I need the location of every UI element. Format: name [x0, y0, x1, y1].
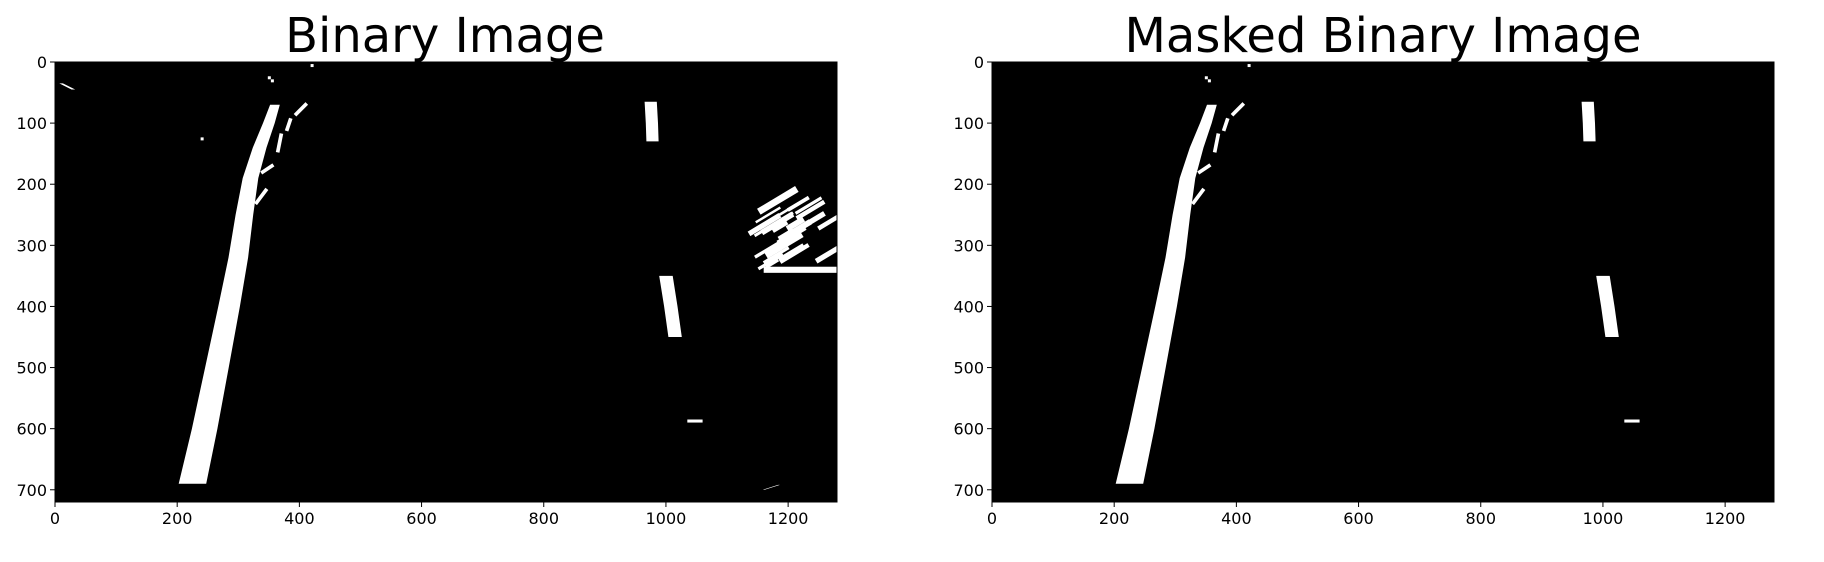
binary-image-y-tick-label: 300 — [16, 236, 47, 255]
binary-image-top-center-noise-dot — [267, 76, 271, 80]
binary-image-panel: Binary Image 0 200 400 600 800 1000 1200 0 100 20… — [16, 8, 838, 528]
binary-image-right-lane-fleck — [687, 419, 703, 423]
binary-image-x-tick-label: 400 — [284, 509, 315, 528]
masked-binary-image-axes: 0 200 400 600 800 1000 1200 0 100 200 300 400 500 600… — [953, 53, 1775, 528]
masked-binary-image-top-center-noise-dot — [1204, 76, 1208, 80]
masked-binary-image-y-tick-label: 100 — [953, 114, 984, 133]
binary-image-right-shadow-noise-streak — [777, 243, 805, 262]
masked-binary-image-panel: Masked Binary Image 0 200 400 600 800 1000 120… — [953, 8, 1775, 528]
masked-binary-image-y-tick-label: 0 — [974, 53, 984, 72]
binary-image-right-shadow-noise-streak — [788, 223, 807, 239]
masked-binary-image-x-tick-label: 600 — [1343, 509, 1374, 528]
binary-image-x-tick-label: 600 — [406, 509, 437, 528]
binary-image-left-lane-dashes-upper-dash — [254, 187, 269, 206]
binary-image-right-shadow-noise-streak — [794, 196, 823, 215]
binary-image-right-shadow-noise-streak — [785, 216, 806, 232]
binary-image-y-tick-label: 0 — [37, 53, 47, 72]
binary-image-right-shadow-noise-streak — [779, 243, 810, 264]
binary-image-title: Binary Image — [285, 8, 605, 64]
masked-binary-image-left-lane-dashes-upper-dash — [1212, 133, 1221, 153]
binary-image-right-shadow-noise-streak — [757, 185, 799, 215]
masked-binary-image-left-lane-line — [1115, 104, 1217, 484]
masked-binary-image-x-tick-label: 200 — [1099, 509, 1130, 528]
binary-image-y-tick-label: 600 — [16, 420, 47, 439]
binary-image-axes-frame — [54, 61, 838, 503]
binary-image-bottom-right-fleck — [762, 484, 780, 490]
binary-image-top-left-noise — [59, 83, 76, 90]
binary-image-x-tick-label: 200 — [162, 509, 193, 528]
binary-image-right-shadow-noise-streak — [814, 245, 837, 264]
masked-binary-image-x-tick-label: 400 — [1221, 509, 1252, 528]
binary-image-x-tick-label: 1000 — [646, 509, 687, 528]
binary-image-right-shadow-noise-streak — [755, 206, 781, 224]
masked-binary-image-image-area — [992, 62, 1774, 502]
binary-image-image-area — [55, 62, 837, 502]
masked-binary-image-x-tick-label: 0 — [987, 509, 997, 528]
masked-binary-image-x-tick-label: 1000 — [1583, 509, 1624, 528]
masked-binary-image-right-lane-segment-middle — [1596, 275, 1619, 337]
masked-binary-image-right-lane-segment-top — [1581, 101, 1596, 142]
binary-image-y-tick-label: 200 — [16, 175, 47, 194]
binary-image-right-shadow-noise-streak — [795, 199, 826, 221]
binary-image-right-shadow-noise-streak — [770, 218, 789, 233]
binary-image-right-shadow-bar — [763, 266, 837, 273]
masked-binary-image-left-lane-dashes-upper-dash — [1221, 117, 1230, 132]
binary-image-right-lane-segment-top — [644, 101, 659, 142]
binary-image-right-shadow-noise-streak — [762, 246, 790, 265]
masked-binary-image-y-tick-label: 400 — [953, 297, 984, 316]
binary-image-top-center-noise-dot — [270, 79, 274, 83]
binary-image-top-center-noise-dot — [200, 137, 204, 141]
masked-binary-image-axes-frame — [991, 61, 1775, 503]
binary-image-y-tick-label: 400 — [16, 297, 47, 316]
binary-image-x-tick-label: 800 — [528, 509, 559, 528]
masked-binary-image-right-lane-fleck — [1624, 419, 1640, 423]
binary-image-y-tick-label: 100 — [16, 114, 47, 133]
binary-image-left-lane-dashes-upper-dash — [275, 133, 284, 153]
binary-image-right-shadow-noise-streak — [764, 231, 804, 259]
binary-image-x-tick-label: 0 — [50, 509, 60, 528]
binary-image-pixels — [59, 64, 837, 490]
binary-image-left-lane-line — [178, 104, 280, 484]
masked-binary-image-title: Masked Binary Image — [1124, 8, 1641, 64]
masked-binary-image-y-tick-label: 600 — [953, 420, 984, 439]
binary-image-y-tick-label: 700 — [16, 481, 47, 500]
masked-binary-image-top-center-noise-dot — [1247, 64, 1251, 68]
masked-binary-image-y-tick-label: 300 — [953, 236, 984, 255]
binary-image-left-lane-dashes-upper-dash — [260, 163, 275, 175]
masked-binary-image-y-tick-label: 200 — [953, 175, 984, 194]
masked-binary-image-top-center-noise-dot — [1207, 79, 1211, 83]
binary-image-right-shadow-noise-streak — [757, 252, 784, 271]
masked-binary-image-left-lane-dashes-upper-dash — [1230, 102, 1246, 117]
binary-image-right-shadow-noise-streak — [817, 214, 837, 231]
binary-image-right-shadow-noise-streak — [786, 195, 810, 212]
masked-binary-image-left-lane-dashes-upper-dash — [1191, 187, 1206, 206]
binary-image-y-tick-label: 500 — [16, 359, 47, 378]
binary-image-left-lane-dashes-upper-dash — [284, 117, 293, 132]
binary-image-axes: 0 200 400 600 800 1000 1200 0 100 200 300 400 500 600… — [16, 53, 838, 528]
binary-image-top-center-noise-dot — [310, 64, 314, 68]
masked-binary-image-x-tick-label: 800 — [1465, 509, 1496, 528]
binary-image-left-lane-dashes-upper-dash — [293, 102, 309, 117]
masked-binary-image-y-tick-label: 700 — [953, 481, 984, 500]
binary-image-x-tick-label: 1200 — [768, 509, 809, 528]
binary-image-right-shadow-noise-streak — [754, 233, 793, 259]
masked-binary-image-x-tick-label: 1200 — [1705, 509, 1746, 528]
binary-image-right-lane-segment-middle — [659, 275, 682, 337]
masked-binary-image-left-lane-dashes-upper-dash — [1197, 163, 1212, 175]
binary-image-right-shadow-noise-streak — [764, 258, 780, 269]
binary-image-right-shadow-noise-streak — [760, 211, 795, 236]
masked-binary-image-pixels — [1115, 64, 1640, 484]
masked-binary-image-y-tick-label: 500 — [953, 359, 984, 378]
